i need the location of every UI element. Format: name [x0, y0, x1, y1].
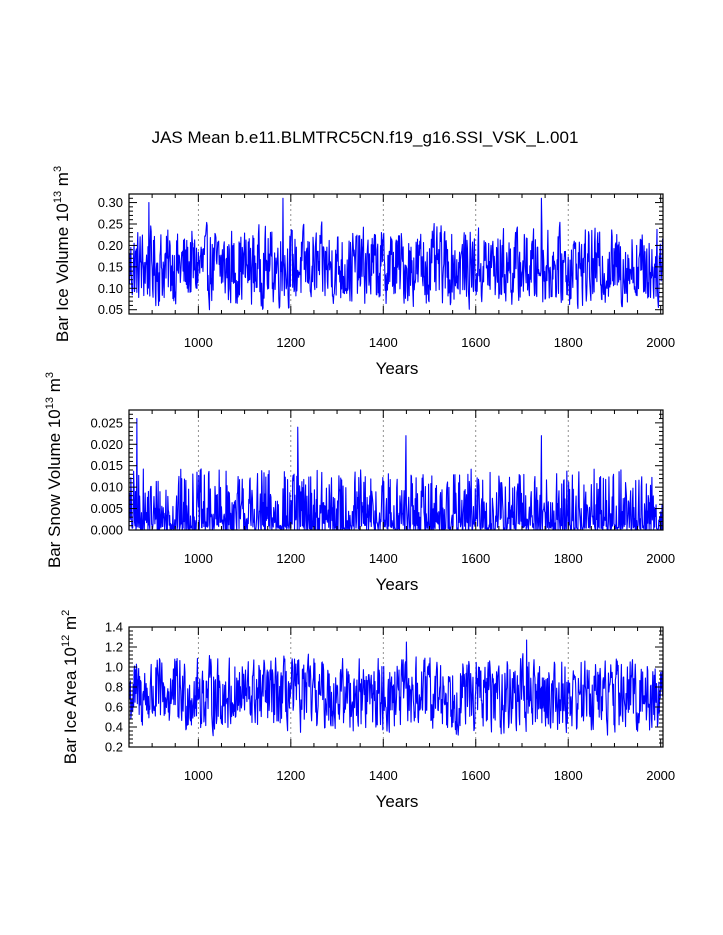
- y-axis-title: Bar Ice Volume 1013 m3: [52, 166, 72, 342]
- x-tick-label: 1200: [276, 551, 305, 566]
- x-tick-label: 2000: [646, 335, 675, 350]
- series-line-snow-volume: [128, 418, 664, 531]
- y-tick-label: 0.000: [90, 523, 123, 538]
- y-tick-label: 0.4: [105, 720, 123, 735]
- y-tick-labels: 0.2 0.4 0.6 0.8 1.0 1.2 1.4: [105, 620, 123, 755]
- ticks: [128, 626, 663, 748]
- y-axis-title: Bar Snow Volume 1013 m3: [44, 372, 64, 568]
- y-tick-label: 0.05: [98, 302, 123, 317]
- y-unit-exp: 13: [44, 397, 56, 409]
- series-line-ice-area: [128, 639, 664, 737]
- y-tick-label: 1.2: [105, 640, 123, 655]
- x-axis-title: Years: [376, 792, 419, 811]
- y-axis-label: Bar Snow Volume: [45, 433, 64, 568]
- x-tick-label: 1200: [276, 768, 305, 783]
- y-tick-label: 0.015: [90, 458, 123, 473]
- y-tick-label: 0.2: [105, 740, 123, 755]
- y-unit-sup: 2: [60, 610, 72, 616]
- ticks: [128, 409, 663, 531]
- y-unit-sup: 3: [52, 166, 64, 172]
- y-axis-title: Bar Ice Area 1012 m2: [60, 610, 80, 765]
- y-tick-labels: 0.000 0.005 0.010 0.015 0.020 0.025: [90, 415, 123, 537]
- x-axis-title: Years: [376, 359, 419, 378]
- y-tick-label: 0.20: [98, 238, 123, 253]
- y-tick-label: 0.8: [105, 680, 123, 695]
- y-tick-label: 0.020: [90, 437, 123, 452]
- y-tick-label: 0.30: [98, 195, 123, 210]
- chart-title: JAS Mean b.e11.BLMTRC5CN.f19_g16.SSI_VSK…: [152, 128, 579, 147]
- x-tick-label: 1800: [554, 551, 583, 566]
- y-tick-labels: 0.05 0.10 0.15 0.20 0.25 0.30: [98, 195, 123, 317]
- panel-ice-area: 1000 1200 1400 1600 1800 2000 0.2 0.4 0.6 0.8 1.0…: [60, 610, 675, 811]
- x-tick-label: 1600: [461, 335, 490, 350]
- x-tick-label: 2000: [646, 768, 675, 783]
- x-tick-labels: 1000 1200 1400 1600 1800 2000: [184, 335, 675, 350]
- y-tick-label: 0.15: [98, 259, 123, 274]
- y-unit-base: 10: [61, 647, 80, 666]
- x-tick-label: 1600: [461, 768, 490, 783]
- x-tick-label: 1800: [554, 768, 583, 783]
- x-tick-label: 2000: [646, 551, 675, 566]
- x-tick-label: 1000: [184, 335, 213, 350]
- y-unit-exp: 13: [52, 191, 64, 203]
- x-tick-label: 1400: [369, 551, 398, 566]
- series-line-ice-volume: [128, 197, 664, 311]
- x-tick-labels: 1000 1200 1400 1600 1800 2000: [184, 551, 675, 566]
- x-tick-label: 1000: [184, 768, 213, 783]
- x-tick-label: 1400: [369, 768, 398, 783]
- panel-snow-volume: 1000 1200 1400 1600 1800 2000 0.000 0.005 0.010…: [44, 372, 675, 594]
- y-unit-main: m: [45, 378, 64, 392]
- ticks: [128, 193, 663, 315]
- y-unit-sup: 3: [44, 372, 56, 378]
- y-tick-label: 0.005: [90, 501, 123, 516]
- y-unit-main: m: [53, 172, 72, 186]
- y-tick-label: 0.6: [105, 700, 123, 715]
- y-unit-base: 10: [45, 409, 64, 428]
- x-tick-label: 1200: [276, 335, 305, 350]
- y-tick-label: 1.4: [105, 620, 123, 635]
- y-axis-label: Bar Ice Volume: [53, 227, 72, 342]
- y-tick-label: 0.025: [90, 415, 123, 430]
- x-tick-label: 1400: [369, 335, 398, 350]
- y-unit-exp: 12: [60, 635, 72, 647]
- x-tick-label: 1600: [461, 551, 490, 566]
- y-tick-label: 0.10: [98, 281, 123, 296]
- panel-ice-volume: 1000 1200 1400 1600 1800 2000 0.05 0.10 0.15 0.2…: [52, 166, 675, 378]
- y-unit-base: 10: [53, 203, 72, 222]
- x-axis-title: Years: [376, 575, 419, 594]
- y-unit-main: m: [61, 616, 80, 630]
- y-tick-label: 0.25: [98, 217, 123, 232]
- x-tick-labels: 1000 1200 1400 1600 1800 2000: [184, 768, 675, 783]
- y-axis-label: Bar Ice Area: [61, 670, 80, 764]
- x-tick-label: 1000: [184, 551, 213, 566]
- x-tick-label: 1800: [554, 335, 583, 350]
- y-tick-label: 1.0: [105, 660, 123, 675]
- y-tick-label: 0.010: [90, 480, 123, 495]
